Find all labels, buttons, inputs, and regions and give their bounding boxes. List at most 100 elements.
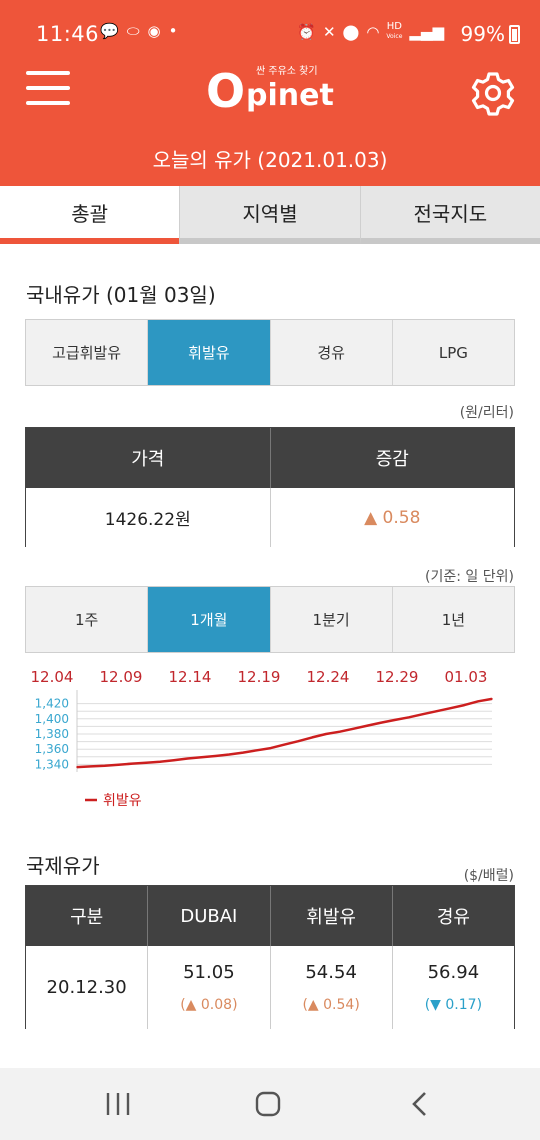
basis-label: (기준: 일 단위) [425, 569, 514, 585]
tab-national-map[interactable]: 전국지도 [359, 186, 540, 244]
data-point [242, 751, 244, 754]
data-point [186, 757, 189, 760]
legend-label: 휘발유 [103, 793, 142, 809]
pill-icon: ⬭ [126, 22, 140, 40]
data-point [339, 730, 341, 733]
data-point [366, 724, 369, 727]
back-button[interactable] [400, 1086, 440, 1122]
battery-text: 99% [460, 22, 505, 46]
home-button[interactable] [248, 1086, 288, 1122]
data-point [325, 733, 327, 735]
data-point [159, 760, 161, 763]
page-title: 오늘의 유가 (2021.01.03) [152, 148, 388, 172]
data-point [311, 736, 313, 739]
logo-text: pinet [246, 78, 334, 113]
header-change: 증감 [269, 428, 515, 488]
price-change: ▲ 0.58 [269, 488, 515, 547]
opinet-logo: O pinet 싼 주유소 찾기 [206, 64, 334, 118]
domestic-price-table: 가격 증감 1426.22원 ▲ 0.58 [25, 427, 515, 547]
price-chart: 1,420 1,400 1,380 1,360 1,340 12.04 12.09 12.14… [25, 660, 520, 820]
intl-gasoline: 54.54 (▲ 0.54) [269, 946, 392, 1029]
header-gasoline: 휘발유 [269, 886, 392, 946]
period-1-month[interactable]: 1개월 [147, 587, 270, 652]
international-title: 국제유가 [26, 854, 100, 878]
data-point [103, 764, 106, 767]
data-point [380, 721, 383, 724]
data-point [463, 704, 466, 706]
x-tick-label: 12.24 [307, 668, 350, 686]
y-tick-label: 1,360 [35, 742, 69, 756]
battery-icon [509, 24, 520, 44]
period-1-year[interactable]: 1년 [391, 587, 514, 652]
status-time: 11:46 [36, 22, 100, 46]
x-tick-label: 12.29 [376, 668, 419, 686]
header-category: 구분 [70, 907, 104, 928]
tab-region[interactable]: 지역별 [179, 186, 360, 244]
gear-icon [471, 72, 515, 116]
price-unit: (원/리터) [459, 405, 514, 421]
period-1-quarter[interactable]: 1분기 [269, 587, 392, 652]
fuel-type-selector: 고급휘발유 휘발유 경유 LPG [25, 319, 515, 386]
header-price: 가격 [131, 449, 165, 470]
y-tick-label: 1,420 [35, 697, 69, 711]
wifi-icon: ◠ [366, 22, 380, 41]
data-point [200, 756, 203, 758]
menu-button[interactable] [26, 71, 70, 107]
period-1-week[interactable]: 1주 [26, 587, 148, 652]
recent-apps-icon [106, 1093, 130, 1115]
x-tick-label: 12.04 [31, 668, 74, 686]
international-unit: ($/배럴) [463, 868, 514, 884]
fuel-premium-gasoline[interactable]: 고급휘발유 [26, 320, 148, 385]
settings-button[interactable] [470, 70, 516, 116]
domestic-title: 국내유가 (01월 03일) [26, 283, 216, 307]
logo-subtitle: 싼 주유소 찾기 [256, 66, 318, 77]
fuel-lpg[interactable]: LPG [391, 320, 514, 385]
data-point [297, 740, 300, 743]
data-point [131, 762, 134, 765]
back-icon [412, 1092, 426, 1116]
data-point [269, 747, 272, 749]
x-tick-label: 12.19 [238, 668, 281, 686]
data-point [117, 763, 120, 766]
signal-icon: ▂▄▆ [409, 22, 444, 41]
tab-summary[interactable]: 총괄 [0, 186, 180, 244]
header-diesel: 경유 [391, 886, 514, 946]
dubai-value: 51.05 [183, 962, 235, 983]
data-point [228, 753, 230, 756]
price-table-header: 가격 증감 [26, 428, 514, 488]
notification-icons: 💬 ⬭ ◉ • [100, 22, 177, 40]
talk-icon: 💬 [100, 22, 119, 40]
x-tick-label: 01.03 [445, 668, 488, 686]
alarm-icon: ⏰ [297, 22, 316, 41]
data-point [352, 727, 355, 730]
x-tick-label: 12.14 [169, 668, 212, 686]
data-point [145, 761, 147, 764]
recent-apps-button[interactable] [98, 1086, 138, 1122]
data-point [283, 743, 286, 746]
home-icon [255, 1091, 281, 1117]
y-tick-label: 1,400 [35, 712, 69, 726]
y-tick-label: 1,340 [35, 757, 69, 771]
gasoline-value: 54.54 [305, 962, 357, 983]
y-tick-label: 1,380 [35, 727, 69, 741]
fuel-diesel[interactable]: 경유 [269, 320, 392, 385]
hd-voice-icon: HD Voice [386, 21, 403, 41]
gasoline-change: (▲ 0.54) [302, 997, 360, 1013]
international-price-table: 구분 DUBAI 휘발유 경유 20.12.30 51.05 (▲ 0.08) … [25, 885, 515, 1029]
data-point [394, 719, 396, 721]
data-point [422, 713, 424, 716]
price-value: 1426.22원 [104, 510, 191, 530]
data-point [214, 755, 217, 757]
intl-table-header: 구분 DUBAI 휘발유 경유 [26, 886, 514, 946]
intl-dubai: 51.05 (▲ 0.08) [147, 946, 269, 1029]
data-point [256, 749, 258, 752]
intl-table-row: 20.12.30 51.05 (▲ 0.08) 54.54 (▲ 0.54) 5… [26, 946, 514, 1029]
period-selector: 1주 1개월 1분기 1년 [25, 586, 515, 653]
price-table-row: 1426.22원 ▲ 0.58 [26, 488, 514, 547]
fuel-gasoline[interactable]: 휘발유 [147, 320, 270, 385]
circle-app-icon: ◉ [147, 22, 161, 40]
data-point [477, 700, 479, 703]
data-point [408, 716, 410, 719]
data-point [76, 766, 78, 768]
